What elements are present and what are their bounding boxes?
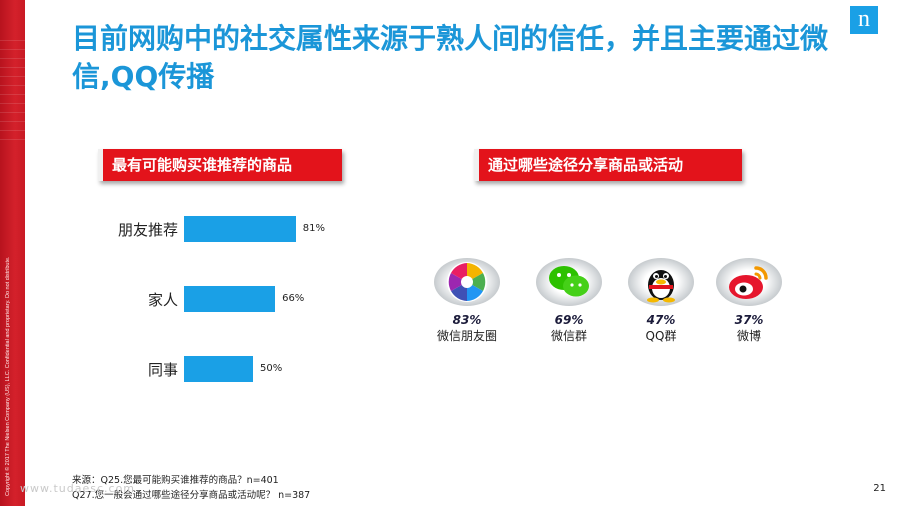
sidebar-stripe [0,67,25,68]
channel-qq-group: 47% QQ群 [616,258,706,344]
channel-name: QQ群 [645,329,677,343]
sidebar-stripe [0,103,25,104]
wechat-icon [536,258,602,306]
sidebar-stripe [0,112,25,113]
channel-pct: 69% [554,313,584,327]
bar-category-label: 同事 [147,361,178,379]
left-red-sidebar: Copyright © 2017 The Nielsen Company (US… [0,0,25,506]
channel-pct: 37% [734,313,764,327]
channel-name: 微博 [736,329,761,343]
nielsen-logo: n [850,6,878,34]
channel-pct: 47% [646,313,676,327]
left-panel-header: 最有可能购买谁推荐的商品 [98,149,342,181]
sidebar-stripe [0,58,25,59]
watermark: www.tudaesc.com [20,482,136,495]
channel-name: 微信群 [550,329,587,343]
channel-moments: 83% 微信朋友圈 [422,258,512,344]
sidebar-stripe [0,85,25,86]
moments-icon [434,258,500,306]
sidebar-stripe [0,76,25,77]
page-number: 21 [873,483,886,494]
bar [184,356,253,382]
weibo-icon [716,258,782,306]
qq-penguin-icon [628,258,694,306]
channel-weibo: 37% 微博 [704,258,794,344]
bar-value-label: 81% [302,223,325,234]
channel-wechat-group: 69% 微信群 [524,258,614,344]
right-panel-header: 通过哪些途径分享商品或活动 [474,149,742,181]
bar-value-label: 50% [260,363,283,374]
bar-category-label: 朋友推荐 [117,221,178,239]
sidebar-stripe [0,49,25,50]
sidebar-stripe [0,139,25,140]
channel-pct: 83% [452,313,482,327]
bar [184,286,276,312]
bar [184,216,296,242]
sidebar-stripe [0,94,25,95]
footnote-source-q25: 来源：Q25.您最可能购买谁推荐的商品？n=401 [72,475,279,486]
footnote-q27: Q27.您一般会通过哪些途径分享商品或活动呢？ n=387 [72,490,311,501]
sidebar-stripe [0,40,25,41]
copyright-text: Copyright © 2017 The Nielsen Company (US… [5,256,11,496]
sidebar-stripe [0,130,25,131]
channel-name: 微信朋友圈 [436,329,497,343]
sidebar-stripe [0,121,25,122]
bar-value-label: 66% [282,293,305,304]
copyright-notice: Copyright © 2017 The Nielsen Company (US… [3,166,13,496]
bar-category-label: 家人 [147,291,178,309]
page-title: 目前网购中的社交属性来源于熟人间的信任，并且主要通过微信,QQ传播 [72,22,829,93]
